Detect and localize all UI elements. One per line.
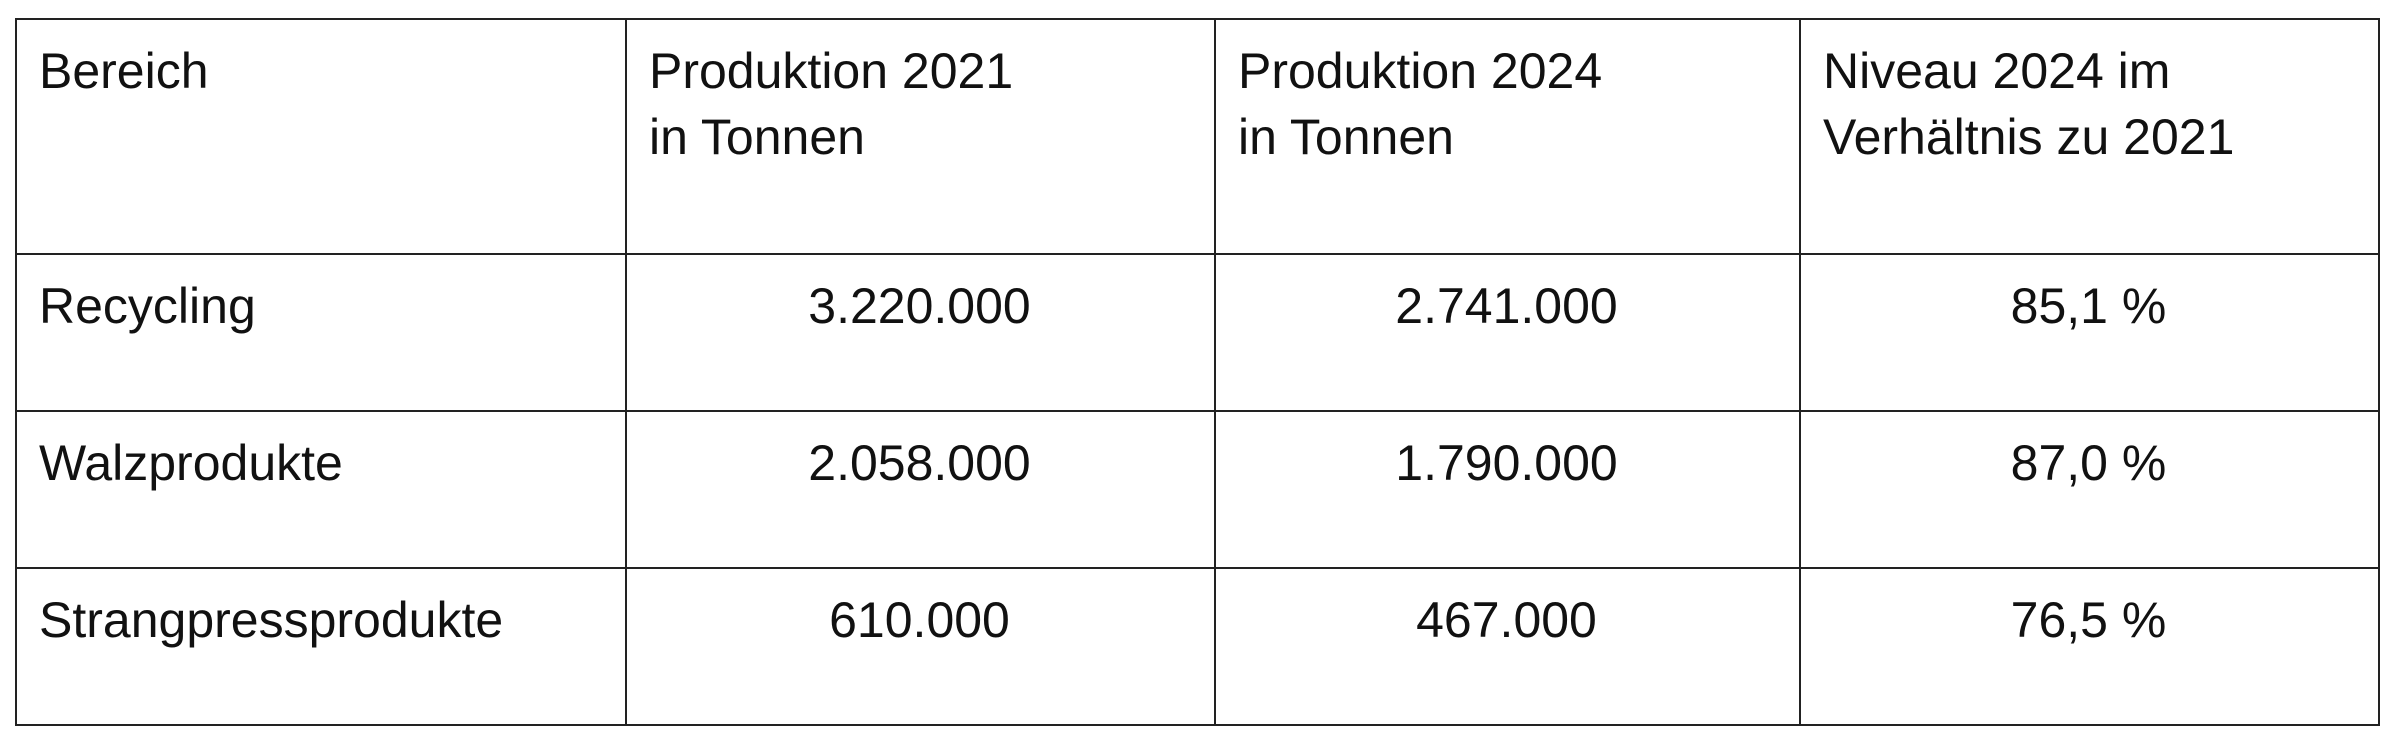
- header-cell: Bereich: [15, 18, 627, 255]
- header-cell: Niveau 2024 im Verhältnis zu 2021: [1799, 18, 2380, 255]
- table-cell: 2.058.000: [625, 410, 1216, 569]
- row-label: Recycling: [15, 253, 627, 412]
- table-row: Recycling 3.220.000 2.741.000 85,1 %: [15, 253, 2380, 412]
- header-text: Produktion 2021: [649, 43, 1014, 99]
- header-row: Bereich Produktion 2021 in Tonnen Produktio…: [15, 18, 2380, 255]
- header-cell: Produktion 2024 in Tonnen: [1214, 18, 1801, 255]
- table-body: Bereich Produktion 2021 in Tonnen Produktio…: [15, 18, 2380, 726]
- table-cell: 85,1 %: [1799, 253, 2380, 412]
- table-cell: 467.000: [1214, 567, 1801, 726]
- table-row: Strangpressprodukte 610.000 467.000 76,5 %: [15, 567, 2380, 726]
- table-cell: 610.000: [625, 567, 1216, 726]
- data-table: Bereich Produktion 2021 in Tonnen Produktio…: [15, 18, 2380, 726]
- table-cell: 76,5 %: [1799, 567, 2380, 726]
- header-text: Verhältnis zu 2021: [1823, 109, 2235, 165]
- header-text: in Tonnen: [649, 109, 865, 165]
- table-cell: 3.220.000: [625, 253, 1216, 412]
- header-cell: Produktion 2021 in Tonnen: [625, 18, 1216, 255]
- header-text: Niveau 2024 im: [1823, 43, 2171, 99]
- header-text: Produktion 2024: [1238, 43, 1603, 99]
- header-text: Bereich: [39, 43, 209, 99]
- table-cell: 1.790.000: [1214, 410, 1801, 569]
- table-cell: 2.741.000: [1214, 253, 1801, 412]
- table-row: Walzprodukte 2.058.000 1.790.000 87,0 %: [15, 410, 2380, 569]
- row-label: Walzprodukte: [15, 410, 627, 569]
- table-cell: 87,0 %: [1799, 410, 2380, 569]
- header-text: in Tonnen: [1238, 109, 1454, 165]
- row-label: Strangpressprodukte: [15, 567, 627, 726]
